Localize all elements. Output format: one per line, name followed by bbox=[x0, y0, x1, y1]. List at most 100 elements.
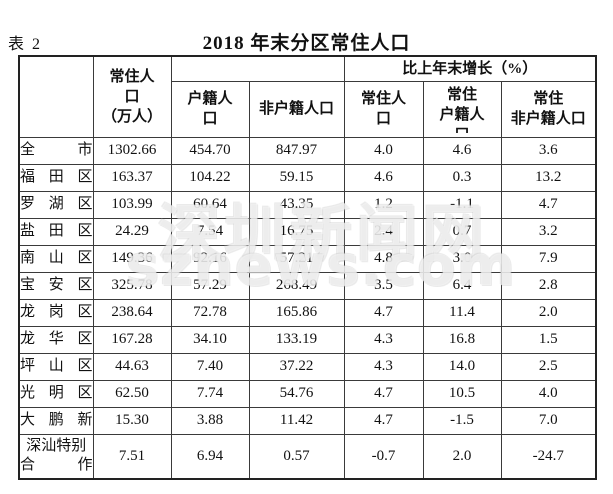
header-registered-pop: 户籍人 口 bbox=[170, 80, 250, 138]
registered-pop-cell: 104.22 bbox=[170, 163, 250, 192]
caption-row: 表 2 2018 年末分区常住人口 bbox=[0, 28, 613, 54]
growth-resident-cell: 3.5 bbox=[343, 271, 424, 300]
registered-pop-cell: 57.29 bbox=[170, 271, 250, 300]
table-row: 福田区 163.37 104.22 59.15 4.6 0.3 13.2 bbox=[18, 163, 597, 192]
growth-resident-cell: 4.0 bbox=[343, 136, 424, 165]
growth-resident-cell: 4.3 bbox=[343, 325, 424, 354]
growth-resident-cell: 1.2 bbox=[343, 190, 424, 219]
region-cell: 盐田区 bbox=[18, 217, 94, 246]
header-growth-group: 比上年末增长（%） bbox=[343, 55, 597, 82]
non-registered-pop-cell: 847.97 bbox=[248, 136, 345, 165]
resident-pop-cell: 44.63 bbox=[92, 352, 172, 381]
registered-pop-cell: 60.64 bbox=[170, 190, 250, 219]
growth-registered-cell: 6.4 bbox=[422, 271, 502, 300]
growth-non-registered-cell: 3.2 bbox=[500, 217, 597, 246]
table-row: 南山区 149.36 92.16 57.21 4.8 3.0 7.9 bbox=[18, 244, 597, 273]
table-row: 龙岗区 238.64 72.78 165.86 4.7 11.4 2.0 bbox=[18, 298, 597, 327]
growth-registered-cell: 3.0 bbox=[422, 244, 502, 273]
table-row: 龙华区 167.28 34.10 133.19 4.3 16.8 1.5 bbox=[18, 325, 597, 354]
growth-registered-cell: 2.0 bbox=[422, 433, 502, 480]
non-registered-pop-cell: 0.57 bbox=[248, 433, 345, 480]
growth-resident-cell: 4.7 bbox=[343, 406, 424, 435]
page-title: 2018 年末分区常住人口 bbox=[202, 33, 411, 54]
non-registered-pop-cell: 133.19 bbox=[248, 325, 345, 354]
header-growth-non-registered: 常住 非户籍人口 bbox=[500, 80, 597, 138]
resident-pop-cell: 103.99 bbox=[92, 190, 172, 219]
growth-resident-cell: 4.7 bbox=[343, 379, 424, 408]
region-cell: 罗湖区 bbox=[18, 190, 94, 219]
growth-non-registered-cell: 2.8 bbox=[500, 271, 597, 300]
header-row-1: 常住人 口 （万人） 比上年末增长（%） bbox=[18, 55, 597, 138]
region-cell: 深汕特别合作 bbox=[18, 433, 94, 480]
table-row: 光明区 62.50 7.74 54.76 4.7 10.5 4.0 bbox=[18, 379, 597, 408]
resident-pop-cell: 149.36 bbox=[92, 244, 172, 273]
growth-non-registered-cell: 1.5 bbox=[500, 325, 597, 354]
header-growth-resident: 常住人 口 bbox=[343, 80, 424, 138]
region-cell: 南山区 bbox=[18, 244, 94, 273]
non-registered-pop-cell: 268.49 bbox=[248, 271, 345, 300]
registered-pop-cell: 92.16 bbox=[170, 244, 250, 273]
growth-resident-cell: 4.8 bbox=[343, 244, 424, 273]
header-row-2: 户籍人 口 非户籍人口 常住人 口 常住 户籍人 口 常住 非户籍人口 bbox=[19, 80, 597, 138]
non-registered-pop-cell: 59.15 bbox=[248, 163, 345, 192]
growth-non-registered-cell: 7.9 bbox=[500, 244, 597, 273]
growth-non-registered-cell: 2.0 bbox=[500, 298, 597, 327]
region-cell: 福田区 bbox=[18, 163, 94, 192]
registered-pop-cell: 6.94 bbox=[170, 433, 250, 480]
growth-non-registered-cell: -24.7 bbox=[500, 433, 597, 480]
region-cell: 坪山区 bbox=[18, 352, 94, 381]
non-registered-pop-cell: 43.35 bbox=[248, 190, 345, 219]
non-registered-pop-cell: 54.76 bbox=[248, 379, 345, 408]
table-row: 盐田区 24.29 7.54 16.75 2.4 0.7 3.2 bbox=[18, 217, 597, 246]
registered-pop-cell: 7.54 bbox=[170, 217, 250, 246]
non-registered-pop-cell: 57.21 bbox=[248, 244, 345, 273]
growth-registered-cell: 16.8 bbox=[422, 325, 502, 354]
growth-resident-cell: 4.3 bbox=[343, 352, 424, 381]
resident-pop-cell: 163.37 bbox=[92, 163, 172, 192]
growth-non-registered-cell: 7.0 bbox=[500, 406, 597, 435]
registered-pop-cell: 34.10 bbox=[170, 325, 250, 354]
growth-resident-cell: 4.6 bbox=[343, 163, 424, 192]
population-table: 常住人 口 （万人） 比上年末增长（%） 户籍人 口 非户籍人口 常住人 口 常… bbox=[18, 55, 598, 480]
table-row: 坪山区 44.63 7.40 37.22 4.3 14.0 2.5 bbox=[18, 352, 597, 381]
non-registered-pop-cell: 11.42 bbox=[248, 406, 345, 435]
table-number-label: 表 2 bbox=[8, 36, 43, 53]
region-cell: 宝安区 bbox=[18, 271, 94, 300]
table-row: 全市 1302.66 454.70 847.97 4.0 4.6 3.6 bbox=[18, 136, 597, 165]
registered-pop-cell: 7.40 bbox=[170, 352, 250, 381]
registered-pop-cell: 72.78 bbox=[170, 298, 250, 327]
resident-pop-cell: 24.29 bbox=[92, 217, 172, 246]
resident-pop-cell: 62.50 bbox=[92, 379, 172, 408]
header-spacer-cell bbox=[170, 55, 345, 82]
region-cell: 大鹏新 bbox=[18, 406, 94, 435]
growth-non-registered-cell: 3.6 bbox=[500, 136, 597, 165]
header-non-registered-pop: 非户籍人口 bbox=[248, 80, 345, 138]
resident-pop-cell: 325.78 bbox=[92, 271, 172, 300]
growth-non-registered-cell: 2.5 bbox=[500, 352, 597, 381]
growth-non-registered-cell: 4.7 bbox=[500, 190, 597, 219]
region-cell: 光明区 bbox=[18, 379, 94, 408]
table-row: 宝安区 325.78 57.29 268.49 3.5 6.4 2.8 bbox=[18, 271, 597, 300]
growth-resident-cell: 2.4 bbox=[343, 217, 424, 246]
table-row: 大鹏新 15.30 3.88 11.42 4.7 -1.5 7.0 bbox=[18, 406, 597, 435]
growth-non-registered-cell: 4.0 bbox=[500, 379, 597, 408]
header-resident-pop: 常住人 口 （万人） bbox=[92, 55, 172, 138]
non-registered-pop-cell: 165.86 bbox=[248, 298, 345, 327]
growth-registered-cell: 14.0 bbox=[422, 352, 502, 381]
header-growth-registered: 常住 户籍人 口 bbox=[422, 80, 502, 138]
header-region bbox=[18, 55, 94, 138]
growth-registered-cell: -1.1 bbox=[422, 190, 502, 219]
growth-registered-cell: 11.4 bbox=[422, 298, 502, 327]
growth-registered-cell: 0.7 bbox=[422, 217, 502, 246]
registered-pop-cell: 3.88 bbox=[170, 406, 250, 435]
non-registered-pop-cell: 37.22 bbox=[248, 352, 345, 381]
growth-resident-cell: 4.7 bbox=[343, 298, 424, 327]
resident-pop-cell: 238.64 bbox=[92, 298, 172, 327]
growth-registered-cell: -1.5 bbox=[422, 406, 502, 435]
growth-registered-cell: 4.6 bbox=[422, 136, 502, 165]
resident-pop-cell: 1302.66 bbox=[92, 136, 172, 165]
registered-pop-cell: 7.74 bbox=[170, 379, 250, 408]
non-registered-pop-cell: 16.75 bbox=[248, 217, 345, 246]
table-row: 罗湖区 103.99 60.64 43.35 1.2 -1.1 4.7 bbox=[18, 190, 597, 219]
